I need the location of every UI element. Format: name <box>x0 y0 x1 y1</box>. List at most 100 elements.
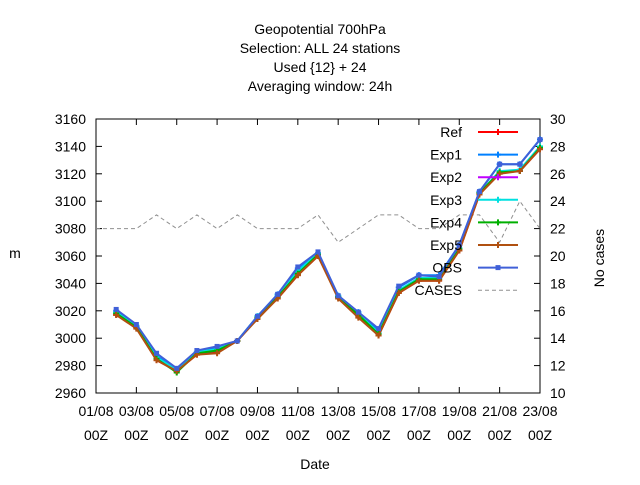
data-point <box>153 357 160 364</box>
data-point <box>295 264 301 270</box>
data-point <box>537 137 543 143</box>
data-point <box>496 170 503 177</box>
data-point <box>174 365 180 371</box>
x-tick-sublabel: 00Z <box>488 427 513 443</box>
series-line-exp3 <box>115 145 541 371</box>
data-point <box>415 277 422 284</box>
data-point <box>395 289 402 296</box>
y2-tick-label: 18 <box>550 275 566 291</box>
y-tick-label: 3140 <box>55 138 86 154</box>
y2-tick-label: 26 <box>550 166 566 182</box>
data-point <box>194 348 200 354</box>
y-tick-label: 2980 <box>55 358 86 374</box>
x-tick-label: 01/08 <box>78 403 113 419</box>
x-tick-sublabel: 00Z <box>205 427 230 443</box>
x-tick-sublabel: 00Z <box>245 427 270 443</box>
data-point <box>355 314 362 321</box>
data-point <box>214 350 221 357</box>
series-line-exp1 <box>115 138 541 371</box>
y2-tick-label: 24 <box>550 193 566 209</box>
x-tick-sublabel: 00Z <box>165 427 190 443</box>
x-tick-label: 21/08 <box>482 403 517 419</box>
y-axis-label: m <box>9 245 21 261</box>
x-tick-label: 05/08 <box>159 403 194 419</box>
chart-title: Geopotential 700hPa Selection: ALL 24 sta… <box>240 21 401 94</box>
data-point <box>516 168 523 175</box>
x-tick-label: 13/08 <box>321 403 356 419</box>
y-tick-label: 3000 <box>55 330 86 346</box>
data-point <box>517 161 523 167</box>
legend-marker <box>495 242 501 248</box>
data-point <box>416 272 422 278</box>
data-point <box>375 332 382 339</box>
data-point <box>154 350 160 356</box>
legend-label: Ref <box>440 124 462 140</box>
series-group <box>96 136 543 376</box>
x-tick-sublabel: 00Z <box>326 427 351 443</box>
y-tick-label: 3020 <box>55 303 86 319</box>
legend-marker <box>495 151 501 158</box>
data-point <box>537 146 543 153</box>
data-point <box>113 306 119 312</box>
y2-tick-label: 12 <box>550 358 566 374</box>
series-line-exp4 <box>115 147 541 374</box>
legend-label: Exp3 <box>430 192 462 208</box>
title-line: Used {12} + 24 <box>273 59 366 75</box>
legend-marker <box>495 129 501 135</box>
legend-label: Exp2 <box>430 169 462 185</box>
x-tick-sublabel: 00Z <box>447 427 472 443</box>
x-tick-label: 11/08 <box>281 403 315 419</box>
data-point <box>396 283 402 289</box>
y-tick-label: 3040 <box>55 275 86 291</box>
data-point <box>376 326 382 332</box>
series-line-obs <box>115 138 541 370</box>
data-point <box>275 291 281 297</box>
x-tick-label: 03/08 <box>119 403 154 419</box>
series-line-exp2 <box>115 147 541 373</box>
title-line: Averaging window: 24h <box>248 78 393 94</box>
data-point <box>214 343 220 349</box>
y-tick-label: 3060 <box>55 248 86 264</box>
data-point <box>315 249 321 255</box>
x-tick-sublabel: 00Z <box>286 427 311 443</box>
series-line-cases <box>96 200 541 244</box>
title-line: Selection: ALL 24 stations <box>240 40 401 56</box>
y2-tick-label: 28 <box>550 138 566 154</box>
x-tick-sublabel: 00Z <box>528 427 553 443</box>
legend-marker <box>495 219 501 226</box>
x-axis: 01/08 00Z 03/08 00Z 05/08 00Z 07/08 00Z 09/08 00Z… <box>78 119 558 443</box>
series-line-ref <box>115 148 541 373</box>
y-tick-label: 2960 <box>55 385 86 401</box>
legend-label: CASES <box>415 282 462 298</box>
legend-marker <box>495 265 501 271</box>
legend-label: OBS <box>432 260 462 276</box>
y-tick-label: 3080 <box>55 221 86 237</box>
x-tick-sublabel: 00Z <box>124 427 149 443</box>
y-tick-label: 3100 <box>55 193 86 209</box>
x-tick-sublabel: 00Z <box>407 427 432 443</box>
x-tick-label: 09/08 <box>240 403 275 419</box>
x-tick-label: 07/08 <box>200 403 235 419</box>
legend-label: Exp1 <box>430 147 462 163</box>
data-point <box>133 322 139 327</box>
data-point <box>355 309 361 315</box>
data-point <box>497 161 503 167</box>
y-tick-label: 3160 <box>55 111 86 127</box>
y2-tick-label: 10 <box>550 385 566 401</box>
x-tick-label: 19/08 <box>442 403 477 419</box>
y-axis-right: 10 12 14 16 18 20 22 24 26 28 30 <box>534 111 566 401</box>
y2-tick-label: 30 <box>550 111 566 127</box>
series-line-exp5 <box>115 148 541 373</box>
legend-label: Exp4 <box>430 214 462 230</box>
x-tick-label: 15/08 <box>361 403 396 419</box>
y2-tick-label: 22 <box>550 221 566 237</box>
x-tick-label: 23/08 <box>522 403 557 419</box>
data-point <box>113 311 120 318</box>
legend-label: Exp5 <box>430 237 462 253</box>
data-point <box>456 247 463 254</box>
y-axis-left: 2960 2980 3000 3020 3040 3060 3080 3100 3120 3140… <box>55 111 102 401</box>
y2-tick-label: 16 <box>550 303 566 319</box>
y2-axis-label: No cases <box>591 229 607 287</box>
x-axis-label: Date <box>300 456 330 472</box>
